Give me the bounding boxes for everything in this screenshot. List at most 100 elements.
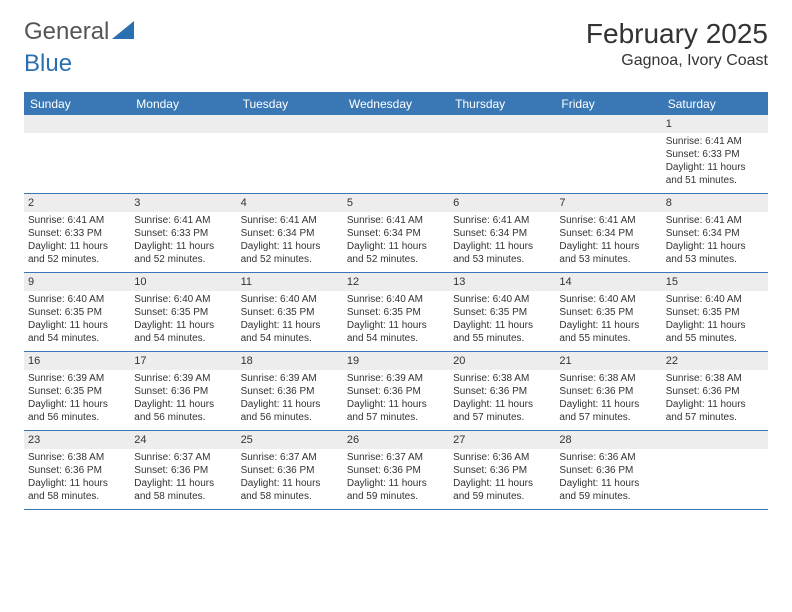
day-header: Tuesday xyxy=(237,93,343,115)
day-info: Sunrise: 6:40 AMSunset: 6:35 PMDaylight:… xyxy=(559,293,657,345)
sunrise-text: Sunrise: 6:37 AM xyxy=(241,451,339,464)
sunset-text: Sunset: 6:36 PM xyxy=(453,385,551,398)
day-info: Sunrise: 6:41 AMSunset: 6:33 PMDaylight:… xyxy=(666,135,764,187)
day-number xyxy=(24,115,130,133)
week-row: 1 Sunrise: 6:41 AMSunset: 6:33 PMDaylight… xyxy=(24,115,768,194)
day-cell: 1 Sunrise: 6:41 AMSunset: 6:33 PMDaylight… xyxy=(662,115,768,193)
day-cell: 3 Sunrise: 6:41 AMSunset: 6:33 PMDaylight… xyxy=(130,194,236,272)
daylight-text: Daylight: 11 hours and 52 minutes. xyxy=(347,240,445,266)
day-cell: 21 Sunrise: 6:38 AMSunset: 6:36 PMDayligh… xyxy=(555,352,661,430)
week-row: 9Sunrise: 6:40 AMSunset: 6:35 PMDaylight… xyxy=(24,273,768,352)
day-number xyxy=(343,115,449,133)
day-info: Sunrise: 6:41 AMSunset: 6:34 PMDaylight:… xyxy=(666,214,764,266)
day-number: 21 xyxy=(555,352,661,370)
sunset-text: Sunset: 6:34 PM xyxy=(559,227,657,240)
sunrise-text: Sunrise: 6:39 AM xyxy=(134,372,232,385)
day-number: 19 xyxy=(343,352,449,370)
day-info: Sunrise: 6:40 AMSunset: 6:35 PMDaylight:… xyxy=(666,293,764,345)
day-number: 26 xyxy=(343,431,449,449)
day-cell xyxy=(662,431,768,509)
month-title: February 2025 xyxy=(586,18,768,50)
day-number: 20 xyxy=(449,352,555,370)
day-cell xyxy=(555,115,661,193)
day-number: 3 xyxy=(130,194,236,212)
day-header: Wednesday xyxy=(343,93,449,115)
day-info: Sunrise: 6:41 AMSunset: 6:33 PMDaylight:… xyxy=(28,214,126,266)
day-cell: 22Sunrise: 6:38 AMSunset: 6:36 PMDayligh… xyxy=(662,352,768,430)
daylight-text: Daylight: 11 hours and 57 minutes. xyxy=(347,398,445,424)
day-cell: 27 Sunrise: 6:36 AMSunset: 6:36 PMDayligh… xyxy=(449,431,555,509)
day-number: 11 xyxy=(237,273,343,291)
day-cell: 7Sunrise: 6:41 AMSunset: 6:34 PMDaylight… xyxy=(555,194,661,272)
day-number xyxy=(237,115,343,133)
day-cell xyxy=(24,115,130,193)
day-info: Sunrise: 6:41 AMSunset: 6:34 PMDaylight:… xyxy=(347,214,445,266)
day-info: Sunrise: 6:40 AMSunset: 6:35 PMDaylight:… xyxy=(134,293,232,345)
daylight-text: Daylight: 11 hours and 57 minutes. xyxy=(666,398,764,424)
day-info: Sunrise: 6:40 AMSunset: 6:35 PMDaylight:… xyxy=(28,293,126,345)
day-number: 18 xyxy=(237,352,343,370)
daylight-text: Daylight: 11 hours and 55 minutes. xyxy=(666,319,764,345)
location: Gagnoa, Ivory Coast xyxy=(586,52,768,70)
day-cell: 9Sunrise: 6:40 AMSunset: 6:35 PMDaylight… xyxy=(24,273,130,351)
day-number: 4 xyxy=(237,194,343,212)
daylight-text: Daylight: 11 hours and 54 minutes. xyxy=(347,319,445,345)
sunset-text: Sunset: 6:34 PM xyxy=(347,227,445,240)
day-info: Sunrise: 6:38 AMSunset: 6:36 PMDaylight:… xyxy=(559,372,657,424)
logo-word1: General xyxy=(24,18,109,46)
day-cell: 11 Sunrise: 6:40 AMSunset: 6:35 PMDayligh… xyxy=(237,273,343,351)
title-block: February 2025 Gagnoa, Ivory Coast xyxy=(586,18,768,70)
day-number: 10 xyxy=(130,273,236,291)
sunrise-text: Sunrise: 6:38 AM xyxy=(28,451,126,464)
sunrise-text: Sunrise: 6:40 AM xyxy=(28,293,126,306)
day-cell: 16Sunrise: 6:39 AMSunset: 6:35 PMDayligh… xyxy=(24,352,130,430)
sunset-text: Sunset: 6:33 PM xyxy=(134,227,232,240)
day-info: Sunrise: 6:38 AMSunset: 6:36 PMDaylight:… xyxy=(666,372,764,424)
sunrise-text: Sunrise: 6:41 AM xyxy=(453,214,551,227)
day-info: Sunrise: 6:41 AMSunset: 6:33 PMDaylight:… xyxy=(134,214,232,266)
day-number: 5 xyxy=(343,194,449,212)
day-info: Sunrise: 6:36 AMSunset: 6:36 PMDaylight:… xyxy=(453,451,551,503)
day-number: 27 xyxy=(449,431,555,449)
sunset-text: Sunset: 6:36 PM xyxy=(666,385,764,398)
day-number xyxy=(662,431,768,449)
day-info: Sunrise: 6:40 AMSunset: 6:35 PMDaylight:… xyxy=(241,293,339,345)
day-cell xyxy=(343,115,449,193)
daylight-text: Daylight: 11 hours and 52 minutes. xyxy=(134,240,232,266)
day-header: Sunday xyxy=(24,93,130,115)
day-number: 16 xyxy=(24,352,130,370)
day-info: Sunrise: 6:37 AMSunset: 6:36 PMDaylight:… xyxy=(134,451,232,503)
sunset-text: Sunset: 6:36 PM xyxy=(559,464,657,477)
sunrise-text: Sunrise: 6:36 AM xyxy=(559,451,657,464)
sunset-text: Sunset: 6:35 PM xyxy=(347,306,445,319)
day-header: Saturday xyxy=(662,93,768,115)
day-info: Sunrise: 6:37 AMSunset: 6:36 PMDaylight:… xyxy=(241,451,339,503)
sunset-text: Sunset: 6:35 PM xyxy=(134,306,232,319)
day-cell: 5 Sunrise: 6:41 AMSunset: 6:34 PMDaylight… xyxy=(343,194,449,272)
day-cell: 13Sunrise: 6:40 AMSunset: 6:35 PMDayligh… xyxy=(449,273,555,351)
day-info: Sunrise: 6:37 AMSunset: 6:36 PMDaylight:… xyxy=(347,451,445,503)
sunrise-text: Sunrise: 6:38 AM xyxy=(559,372,657,385)
daylight-text: Daylight: 11 hours and 57 minutes. xyxy=(559,398,657,424)
sunrise-text: Sunrise: 6:41 AM xyxy=(559,214,657,227)
daylight-text: Daylight: 11 hours and 59 minutes. xyxy=(559,477,657,503)
day-number: 28 xyxy=(555,431,661,449)
sunrise-text: Sunrise: 6:39 AM xyxy=(28,372,126,385)
sunset-text: Sunset: 6:35 PM xyxy=(559,306,657,319)
logo: General xyxy=(24,18,134,46)
sunset-text: Sunset: 6:36 PM xyxy=(559,385,657,398)
day-info: Sunrise: 6:39 AMSunset: 6:36 PMDaylight:… xyxy=(134,372,232,424)
day-number xyxy=(130,115,236,133)
sunset-text: Sunset: 6:35 PM xyxy=(28,385,126,398)
sunrise-text: Sunrise: 6:40 AM xyxy=(241,293,339,306)
day-cell: 6Sunrise: 6:41 AMSunset: 6:34 PMDaylight… xyxy=(449,194,555,272)
day-number: 6 xyxy=(449,194,555,212)
sunrise-text: Sunrise: 6:41 AM xyxy=(666,135,764,148)
day-header: Thursday xyxy=(449,93,555,115)
day-cell: 20Sunrise: 6:38 AMSunset: 6:36 PMDayligh… xyxy=(449,352,555,430)
sunrise-text: Sunrise: 6:38 AM xyxy=(666,372,764,385)
day-number: 1 xyxy=(662,115,768,133)
day-info: Sunrise: 6:40 AMSunset: 6:35 PMDaylight:… xyxy=(453,293,551,345)
day-info: Sunrise: 6:39 AMSunset: 6:36 PMDaylight:… xyxy=(241,372,339,424)
day-cell: 23Sunrise: 6:38 AMSunset: 6:36 PMDayligh… xyxy=(24,431,130,509)
